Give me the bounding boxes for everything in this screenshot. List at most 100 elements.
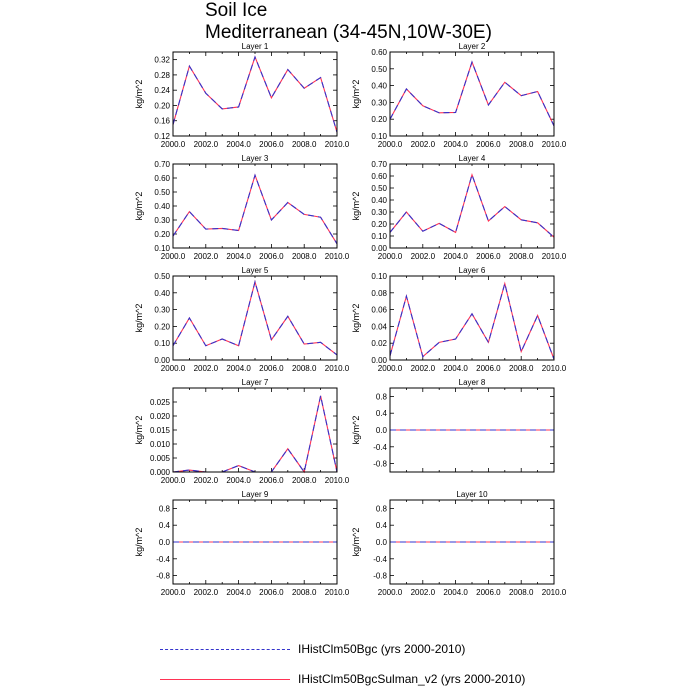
x-tick-label: 2010.0	[325, 252, 350, 261]
x-tick-label: 2000.0	[378, 140, 403, 149]
panel-layer-6: Layer 6 kg/m^2 0.00 0.02 0.04 0.06 0.08 0.10 200…	[351, 266, 567, 373]
panel-title: Layer 10	[456, 490, 488, 499]
x-tick-label: 2004.0	[226, 588, 251, 597]
y-axis-label: kg/m^2	[134, 304, 144, 333]
x-tick-label: 2004.0	[226, 364, 251, 373]
x-tick-label: 2010.0	[325, 140, 350, 149]
y-tick-label: 0.06	[371, 306, 387, 315]
panel-title: Layer 6	[459, 266, 486, 275]
y-tick-label: 0.10	[371, 272, 387, 281]
panel-layer-7: Layer 7 kg/m^2 0.000 0.005 0.010 0.015 0.020 0.…	[134, 378, 350, 485]
y-tick-label: 0.20	[154, 101, 170, 110]
y-tick-label: 0.0	[376, 426, 388, 435]
x-tick-label: 2006.0	[259, 252, 284, 261]
panel-layer-2: Layer 2 kg/m^2 0.10 0.20 0.30 0.40 0.50 0.60 200…	[351, 42, 567, 149]
y-tick-label: 0.00	[371, 244, 387, 253]
x-tick-label: 2006.0	[476, 140, 501, 149]
panel-frame	[389, 275, 555, 361]
y-tick-label: 0.00	[154, 356, 170, 365]
y-axis-label: kg/m^2	[351, 192, 361, 221]
x-tick-label: 2006.0	[476, 588, 501, 597]
y-tick-label: 0.20	[154, 230, 170, 239]
y-tick-label: 0.4	[376, 521, 388, 530]
y-tick-label: 0.025	[150, 398, 171, 407]
series-line-solid	[172, 279, 338, 356]
x-tick-label: 2004.0	[226, 252, 251, 261]
x-tick-label: 2010.0	[325, 588, 350, 597]
y-tick-label: 0.04	[371, 322, 387, 331]
series-line-dashed	[389, 60, 555, 127]
series-line-solid	[389, 172, 555, 238]
y-tick-label: 0.8	[159, 504, 171, 513]
series-line-dashed	[389, 172, 555, 238]
y-tick-label: 0.20	[371, 220, 387, 229]
series-line-solid	[389, 281, 555, 360]
panel-title: Layer 4	[459, 154, 486, 163]
x-tick-label: 2002.0	[411, 140, 436, 149]
title-line-2: Mediterranean (34-45N,10W-30E)	[205, 22, 492, 43]
y-tick-label: 0.40	[371, 196, 387, 205]
y-tick-label: 0.12	[154, 132, 170, 141]
x-tick-label: 2002.0	[411, 252, 436, 261]
series-line-solid	[172, 395, 338, 474]
y-tick-label: 0.005	[150, 454, 171, 463]
x-tick-label: 2002.0	[194, 252, 219, 261]
y-tick-label: 0.24	[154, 86, 170, 95]
x-tick-label: 2008.0	[509, 140, 534, 149]
x-tick-label: 2008.0	[509, 252, 534, 261]
x-tick-label: 2010.0	[325, 476, 350, 485]
x-tick-label: 2004.0	[443, 588, 468, 597]
y-tick-label: 0.8	[376, 504, 388, 513]
panel-frame	[172, 275, 338, 361]
y-tick-label: 0.0	[376, 538, 388, 547]
x-tick-label: 2004.0	[226, 140, 251, 149]
x-tick-label: 2002.0	[411, 588, 436, 597]
x-tick-label: 2006.0	[259, 364, 284, 373]
y-tick-label: 0.020	[150, 412, 171, 421]
series-line-dashed	[172, 279, 338, 356]
x-tick-label: 2004.0	[226, 476, 251, 485]
y-tick-label: -0.4	[373, 443, 387, 452]
y-tick-label: 0.50	[371, 65, 387, 74]
y-axis-label: kg/m^2	[134, 192, 144, 221]
panel-frame	[389, 163, 555, 249]
x-tick-label: 2008.0	[509, 588, 534, 597]
x-tick-label: 2008.0	[292, 476, 317, 485]
legend-label-1: IHistClm50Bgc (yrs 2000-2010)	[298, 642, 466, 656]
x-tick-label: 2000.0	[161, 588, 186, 597]
panel-frame	[172, 163, 338, 249]
panel-frame	[172, 51, 338, 137]
y-tick-label: 0.40	[371, 82, 387, 91]
x-tick-label: 2006.0	[259, 476, 284, 485]
y-tick-label: -0.4	[156, 555, 170, 564]
x-tick-label: 2002.0	[194, 364, 219, 373]
legend-swatch-dashed	[160, 649, 290, 650]
y-tick-label: 0.60	[371, 48, 387, 57]
y-tick-label: 0.30	[371, 98, 387, 107]
y-axis-label: kg/m^2	[134, 416, 144, 445]
panel-layer-5: Layer 5 kg/m^2 0.00 0.10 0.20 0.30 0.40 0.50 200…	[134, 266, 350, 373]
x-tick-label: 2004.0	[443, 364, 468, 373]
x-tick-label: 2000.0	[161, 476, 186, 485]
panel-layer-3: Layer 3 kg/m^2 0.10 0.20 0.30 0.40 0.50 0.60 0.7…	[134, 154, 350, 261]
x-tick-label: 2000.0	[161, 140, 186, 149]
y-tick-label: 0.00	[371, 356, 387, 365]
y-tick-label: 0.000	[150, 468, 171, 477]
series-line-dashed	[172, 173, 338, 245]
y-tick-label: 0.60	[154, 174, 170, 183]
y-axis-label: kg/m^2	[134, 528, 144, 557]
x-tick-label: 2000.0	[378, 252, 403, 261]
panel-title: Layer 7	[242, 378, 269, 387]
series-line-solid	[389, 60, 555, 127]
y-tick-label: -0.4	[373, 555, 387, 564]
panel-frame	[389, 387, 555, 473]
panel-title: Layer 1	[242, 42, 269, 51]
y-tick-label: 0.4	[159, 521, 171, 530]
x-tick-label: 2008.0	[292, 364, 317, 373]
y-tick-label: 0.20	[371, 115, 387, 124]
panel-title: Layer 2	[459, 42, 486, 51]
y-tick-label: 0.8	[376, 392, 388, 401]
x-tick-label: 2010.0	[325, 364, 350, 373]
panel-title: Layer 9	[242, 490, 269, 499]
y-tick-label: -0.8	[373, 572, 387, 581]
